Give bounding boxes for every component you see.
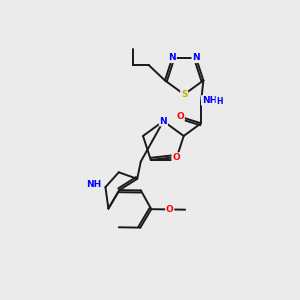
Text: O: O [166, 205, 174, 214]
Text: NH: NH [87, 180, 102, 189]
Text: N: N [169, 53, 176, 62]
Text: NH: NH [202, 96, 217, 105]
Text: N: N [160, 117, 167, 126]
Text: O: O [176, 112, 184, 121]
Text: N: N [192, 53, 200, 62]
Text: H: H [216, 97, 223, 106]
Text: O: O [172, 153, 180, 162]
Text: S: S [181, 90, 188, 99]
